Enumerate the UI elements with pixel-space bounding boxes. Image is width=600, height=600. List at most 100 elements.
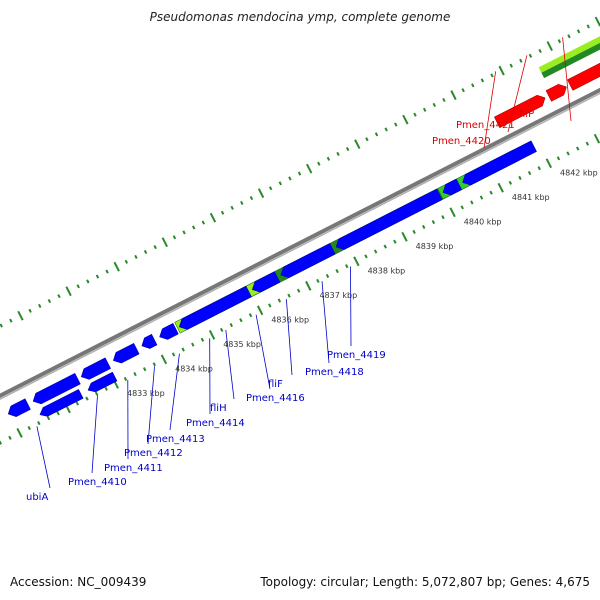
kbp-tick-label: 4833 kbp xyxy=(127,389,165,398)
feature-bar xyxy=(541,42,600,79)
lower-ruler-minor-tick xyxy=(0,440,3,445)
lower-ruler-minor-tick xyxy=(412,229,416,234)
upper-ruler-minor-tick xyxy=(442,97,446,103)
lower-ruler-minor-tick xyxy=(345,264,349,269)
upper-ruler-minor-tick xyxy=(365,137,369,142)
forward-gene-arrow xyxy=(567,62,600,91)
lower-ruler-major-tick xyxy=(160,354,168,365)
upper-ruler-minor-tick xyxy=(57,294,61,299)
gene-label-reverse: Pmen_4411 xyxy=(104,463,163,474)
gene-leader-line xyxy=(483,71,497,149)
lower-ruler-minor-tick xyxy=(181,347,185,352)
upper-ruler-major-tick xyxy=(354,139,361,150)
gene-leader-line xyxy=(36,426,51,489)
upper-ruler-minor-tick xyxy=(317,161,321,166)
backbone-highlight xyxy=(0,92,600,400)
gene-leader-line xyxy=(91,395,98,474)
lower-ruler-minor-tick xyxy=(104,386,108,391)
upper-ruler-minor-tick xyxy=(586,24,590,29)
upper-ruler-minor-tick xyxy=(394,122,398,127)
lower-ruler-major-tick xyxy=(401,231,408,242)
lower-ruler-minor-tick xyxy=(556,156,561,161)
upper-ruler-minor-tick xyxy=(490,73,494,78)
gene-label-forward: Pmen_4420 xyxy=(432,136,491,147)
kbp-tick-label: 4838 kbp xyxy=(368,267,406,276)
lower-ruler-minor-tick xyxy=(94,391,99,396)
upper-ruler-major-tick xyxy=(113,261,120,272)
reverse-gene-arrow xyxy=(39,389,84,417)
gene-label-reverse: Pmen_4418 xyxy=(305,367,364,378)
lower-ruler-major-tick xyxy=(353,256,360,267)
upper-ruler-minor-tick xyxy=(297,171,302,176)
reverse-gene-arrow xyxy=(251,271,281,293)
upper-ruler-minor-tick xyxy=(240,200,244,206)
kbp-tick-label: 4842 kbp xyxy=(560,169,598,178)
accession-text: Accession: NC_009439 xyxy=(10,575,147,589)
forward-gene-arrow xyxy=(493,94,546,129)
lower-ruler-minor-tick xyxy=(431,220,436,225)
lower-ruler-minor-tick xyxy=(364,254,368,259)
lower-ruler-minor-tick xyxy=(229,322,233,328)
upper-ruler-minor-tick xyxy=(182,230,186,235)
upper-ruler-minor-tick xyxy=(268,186,273,191)
gene-leader-line xyxy=(507,55,528,133)
upper-ruler-major-tick xyxy=(257,188,265,199)
upper-ruler-minor-tick xyxy=(413,112,417,117)
forward-gene-arrow xyxy=(545,84,567,102)
lower-ruler-minor-tick xyxy=(325,273,330,279)
lower-ruler-minor-tick xyxy=(316,278,320,283)
feature-bar xyxy=(538,36,600,73)
upper-ruler-minor-tick xyxy=(153,245,157,250)
reverse-gene-arrow xyxy=(159,322,179,340)
lower-ruler-minor-tick xyxy=(422,224,426,230)
lower-ruler-minor-tick xyxy=(470,200,474,205)
gene-label-reverse: Pmen_4419 xyxy=(327,350,386,361)
lower-ruler-minor-tick xyxy=(191,342,195,347)
upper-ruler-minor-tick xyxy=(480,78,485,83)
upper-ruler-minor-tick xyxy=(143,249,148,255)
lower-ruler-major-tick xyxy=(208,329,216,340)
upper-ruler-minor-tick xyxy=(374,132,379,137)
upper-ruler-minor-tick xyxy=(47,298,52,304)
lower-ruler-minor-tick xyxy=(527,170,532,176)
kbp-tick-label: 4834 kbp xyxy=(175,365,213,374)
upper-ruler-minor-tick xyxy=(528,53,533,58)
upper-ruler-minor-tick xyxy=(345,146,350,152)
gene-label-reverse: Pmen_4414 xyxy=(186,418,245,429)
topology-text: Topology: circular; Length: 5,072,807 bp… xyxy=(260,575,590,589)
lower-ruler-minor-tick xyxy=(248,313,253,318)
kbp-tick-label: 4840 kbp xyxy=(464,218,502,227)
gene-label-forward: Pmen_4421 xyxy=(456,120,515,131)
upper-ruler-minor-tick xyxy=(471,83,475,88)
kbp-tick-label: 4835 kbp xyxy=(223,340,261,349)
upper-ruler-minor-tick xyxy=(567,34,571,39)
lower-ruler-minor-tick xyxy=(460,205,464,210)
upper-ruler-minor-tick xyxy=(432,102,436,107)
upper-ruler-minor-tick xyxy=(249,196,254,201)
gene-leader-line xyxy=(321,281,330,364)
lower-ruler-minor-tick xyxy=(239,318,243,323)
upper-ruler-minor-tick xyxy=(461,88,465,93)
upper-ruler-minor-tick xyxy=(38,303,42,308)
kbp-tick-label: 4841 kbp xyxy=(512,193,550,202)
reverse-gene-arrow xyxy=(112,342,140,364)
upper-ruler-minor-tick xyxy=(134,254,138,259)
lower-ruler-minor-tick xyxy=(441,215,445,220)
lower-ruler-minor-tick xyxy=(200,337,205,342)
upper-ruler-minor-tick xyxy=(105,269,109,274)
lower-ruler-minor-tick xyxy=(142,367,147,372)
upper-ruler-minor-tick xyxy=(9,318,13,323)
gene-label-reverse: Pmen_4416 xyxy=(246,393,305,404)
lower-ruler-minor-tick xyxy=(373,249,378,254)
gene-leader-line xyxy=(147,366,155,445)
upper-ruler-minor-tick xyxy=(28,308,32,313)
upper-ruler-minor-tick xyxy=(384,127,388,132)
upper-ruler-minor-tick xyxy=(509,63,513,68)
lower-ruler-minor-tick xyxy=(133,372,137,377)
gene-label-reverse: fliF xyxy=(268,379,283,390)
lower-ruler-minor-tick xyxy=(518,175,522,181)
reverse-gene-arrow xyxy=(462,140,537,186)
lower-ruler-major-tick xyxy=(497,182,504,193)
